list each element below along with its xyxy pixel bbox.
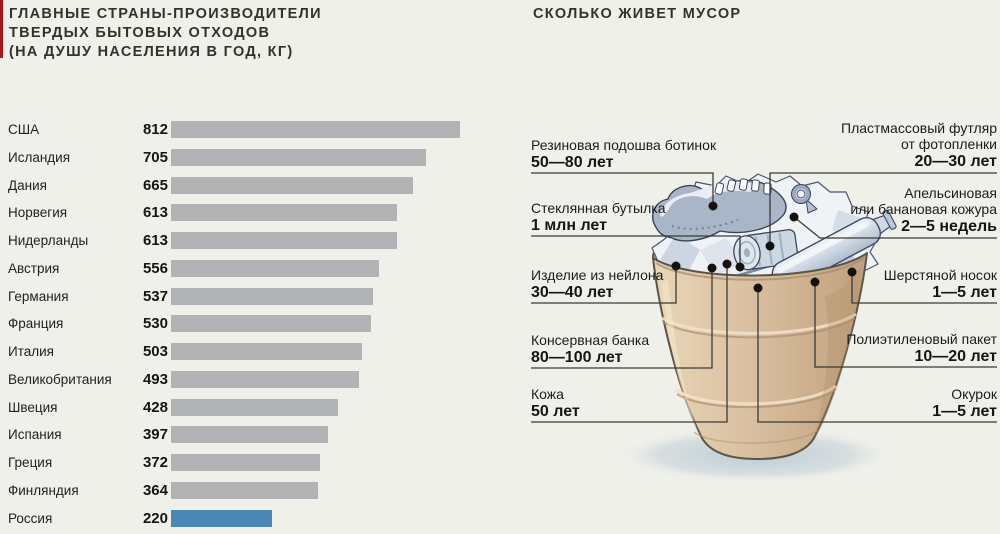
garbage-lifetime-title: СКОЛЬКО ЖИВЕТ МУСОР [533,6,742,22]
bar-row: Норвегия 613 [8,199,494,227]
bar-row: Германия 537 [8,283,494,311]
bar [171,121,460,138]
bar [171,481,318,499]
item-duration: 50—80 лет [531,154,614,171]
accent-strip [0,0,3,58]
bar [171,370,359,388]
item-duration: 1 млн лет [531,217,607,234]
bar-category-label: Великобритания [8,371,112,387]
waste-chart-title: ГЛАВНЫЕ СТРАНЫ-ПРОИЗВОДИТЕЛИ ТВЕРДЫХ БЫТ… [9,6,322,60]
bar-category-label: Австрия [8,260,60,276]
bar-value-label: 665 [142,176,168,194]
bar-category-label: Германия [8,288,69,304]
bar-category-label: Норвегия [8,205,68,221]
bar-row: Греция 372 [8,449,494,477]
item-name: Шерстяной носок [883,267,997,283]
item-duration: 80—100 лет [531,349,623,366]
item-name: Изделие из нейлона [531,267,664,283]
bar-category-label: Дания [8,177,47,193]
label-tin-can: Консервная банка 80—100 лет [531,332,746,367]
bar-value-label: 613 [142,204,168,222]
label-fruit-peel: Апельсиновая или банановая кожура 2—5 не… [772,185,997,236]
bar-row: США 812 [8,116,494,144]
bar-value-label: 397 [142,426,168,444]
bar-value-label: 613 [142,232,168,249]
bar-row: Россия 220 [8,505,494,533]
bar-category-label: Швеция [8,399,58,415]
waste-bar-chart: США 812 Исландия 705 Дания 665 Норвегия 613 Ниде… [8,116,494,533]
bar-value-label: 372 [142,454,168,471]
bar-row: Швеция 428 [8,394,494,422]
item-duration: 1—5 лет [932,403,997,420]
bar-value-label: 705 [142,148,168,166]
bucket-shadow [615,427,895,483]
bar [171,176,413,194]
label-cigarette-butt: Окурок 1—5 лет [772,386,997,421]
bar [171,204,397,222]
bar [171,426,328,444]
bar-row: Нидерланды 613 [8,227,494,255]
bar [171,232,397,249]
bar-row: Австрия 556 [8,255,494,283]
label-film-case: Пластмассовый футляр от фотопленки 20—30… [772,120,997,171]
item-name: Полиэтиленовый пакет [846,331,997,347]
bar-category-label: США [8,122,40,137]
bar [171,315,371,333]
label-nylon-item: Изделие из нейлона 30—40 лет [531,267,746,302]
item-duration: 30—40 лет [531,284,614,301]
label-glass-bottle: Стеклянная бутылка 1 млн лет [531,200,746,235]
item-name: Консервная банка [531,332,650,348]
bar [171,148,426,166]
item-duration: 20—30 лет [914,153,997,170]
bar-row: Италия 503 [8,338,494,366]
bar-category-label: Италия [8,344,54,359]
bar-value-label: 428 [142,398,168,416]
bar-row: Испания 397 [8,421,494,449]
bar-row: Великобритания 493 [8,366,494,394]
item-name: Пластмассовый футляр от фотопленки [841,120,997,152]
label-rubber-sole: Резиновая подошва ботинок 50—80 лет [531,137,746,172]
item-duration: 2—5 недель [901,218,997,235]
label-plastic-bag: Полиэтиленовый пакет 10—20 лет [772,331,997,366]
bar-value-label: 537 [142,287,168,305]
label-leather: Кожа 50 лет [531,386,746,421]
bar [171,454,320,471]
bar-category-label: Франция [8,316,64,332]
bar [171,343,362,360]
bar-value-label: 364 [142,481,168,499]
bar-category-label: Россия [8,510,53,526]
item-name: Окурок [951,386,997,402]
bar-row: Дания 665 [8,172,494,200]
bar-value-label: 812 [142,121,168,138]
bar-category-label: Финляндия [8,482,79,498]
bar-value-label: 220 [142,509,168,527]
item-name: Кожа [531,386,564,402]
bar-row: Франция 530 [8,310,494,338]
item-name: Резиновая подошва ботинок [531,137,717,153]
bar [171,509,272,527]
item-duration: 1—5 лет [932,284,997,301]
bar-category-label: Испания [8,427,62,443]
bar-category-label: Греция [8,455,53,470]
item-duration: 10—20 лет [914,348,997,365]
bar-value-label: 556 [142,259,168,277]
bar-row: Исландия 705 [8,144,494,172]
item-name: Апельсиновая или банановая кожура [850,185,997,217]
bar-category-label: Исландия [8,149,71,165]
bar-category-label: Нидерланды [8,233,89,248]
bar-value-label: 493 [142,370,168,388]
bar [171,259,379,277]
bar [171,398,338,416]
label-wool-sock: Шерстяной носок 1—5 лет [772,267,997,302]
bar-row: Финляндия 364 [8,477,494,505]
item-duration: 50 лет [531,403,580,420]
bar-value-label: 503 [142,343,168,360]
item-name: Стеклянная бутылка [531,200,666,216]
bar-value-label: 530 [142,315,168,333]
bar [171,287,373,305]
